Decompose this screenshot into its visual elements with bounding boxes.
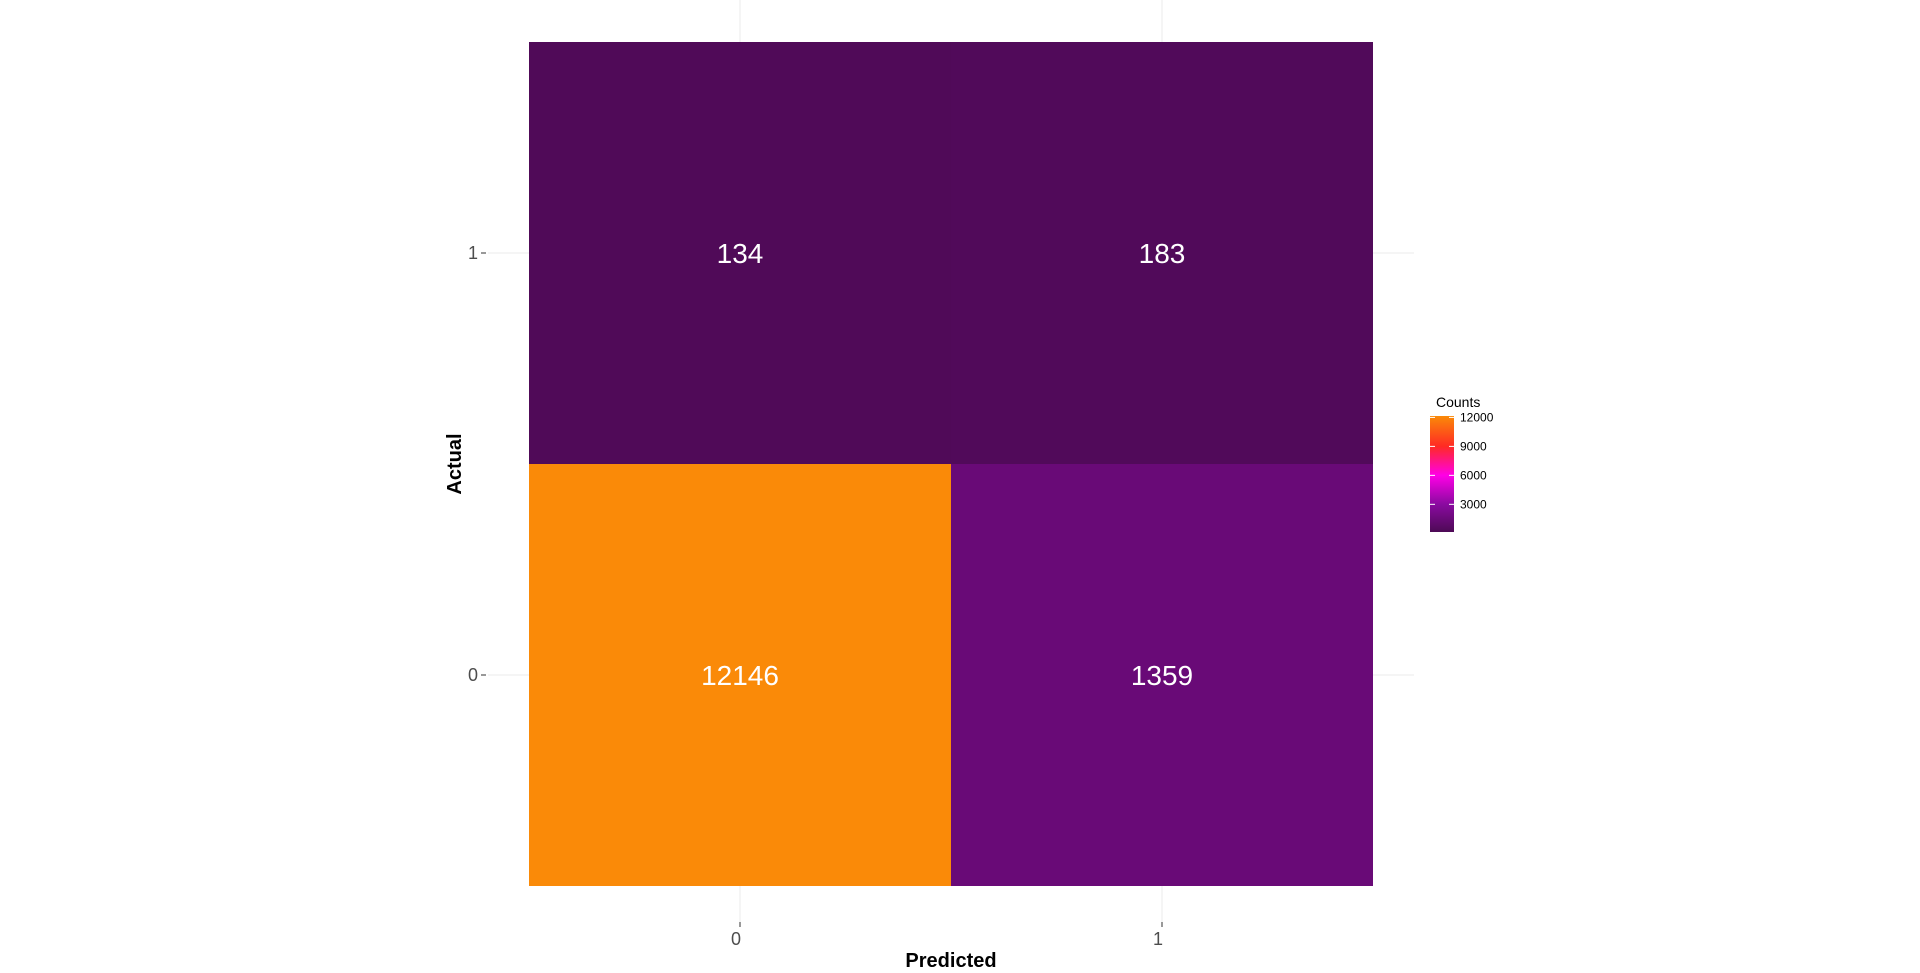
x-tick-label-1: 1 bbox=[1153, 929, 1163, 949]
legend-tick-label-9000: 9000 bbox=[1460, 439, 1487, 453]
cell-label-0-1: 134 bbox=[717, 238, 764, 269]
legend-tick-label-12000: 12000 bbox=[1460, 410, 1494, 424]
heatmap-cells bbox=[529, 42, 1373, 886]
cell-label-1-1: 183 bbox=[1139, 238, 1186, 269]
legend-colorbar bbox=[1430, 416, 1454, 532]
cell-label-0-0: 12146 bbox=[701, 660, 779, 691]
y-tick-label-0: 0 bbox=[468, 665, 478, 685]
x-axis-title: Predicted bbox=[905, 950, 996, 968]
legend-title: Counts bbox=[1436, 394, 1480, 410]
heatmap-cell-0-0 bbox=[529, 464, 951, 886]
heatmap-cell-1-0 bbox=[951, 464, 1373, 886]
y-axis-title: Actual bbox=[444, 433, 466, 494]
heatmap-cell-0-1 bbox=[529, 42, 951, 464]
y-tick-label-1: 1 bbox=[468, 243, 478, 263]
x-tick-label-0: 0 bbox=[731, 929, 741, 949]
legend-tick-label-3000: 3000 bbox=[1460, 497, 1487, 511]
axes: 0 1 0 1 bbox=[468, 243, 1163, 949]
legend-tick-label-6000: 6000 bbox=[1460, 468, 1487, 482]
cell-labels: 134 183 12146 1359 bbox=[701, 238, 1193, 691]
cell-label-1-0: 1359 bbox=[1131, 660, 1193, 691]
legend: Counts 3000 6000 9000 12000 bbox=[1430, 394, 1494, 532]
heatmap-cell-1-1 bbox=[951, 42, 1373, 464]
